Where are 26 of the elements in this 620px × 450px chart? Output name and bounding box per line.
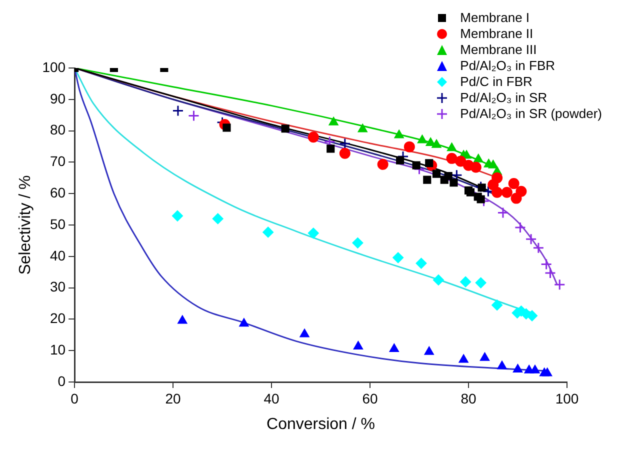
y-tick-label: 0 [58,372,66,389]
legend-label: Pd/Al₂O₃ in SR (powder) [460,106,602,122]
y-tick-label: 40 [50,247,66,264]
x-tick-label: 20 [165,390,182,406]
y-tick-label: 30 [50,278,66,295]
x-tick-label: 40 [264,390,280,406]
x-tick-label: 60 [362,390,378,406]
legend-label: Pd/C in FBR [460,74,532,90]
legend-label: Membrane I [460,10,530,26]
y-tick-label: 90 [50,90,66,106]
y-tick-label: 100 [42,58,66,75]
y-tick-label: 10 [50,341,66,358]
legend-label: Pd/Al₂O₃ in FBR [460,58,556,74]
x-tick-label: 80 [460,390,477,406]
legend-label: Membrane III [460,42,537,58]
x-tick-label: 0 [70,390,79,406]
legend-label: Membrane II [460,26,534,42]
y-tick-label: 60 [50,184,66,200]
y-tick-label: 20 [50,310,66,326]
legend-label: Pd/Al₂O₃ in SR [460,90,548,106]
y-tick-label: 70 [50,153,66,170]
x-tick-label: 100 [555,390,579,406]
y-axis-title: Selectivity / % [17,175,34,275]
x-axis-title: Conversion / % [266,416,376,433]
y-tick-label: 80 [50,122,66,138]
y-tick-label: 50 [50,216,66,232]
